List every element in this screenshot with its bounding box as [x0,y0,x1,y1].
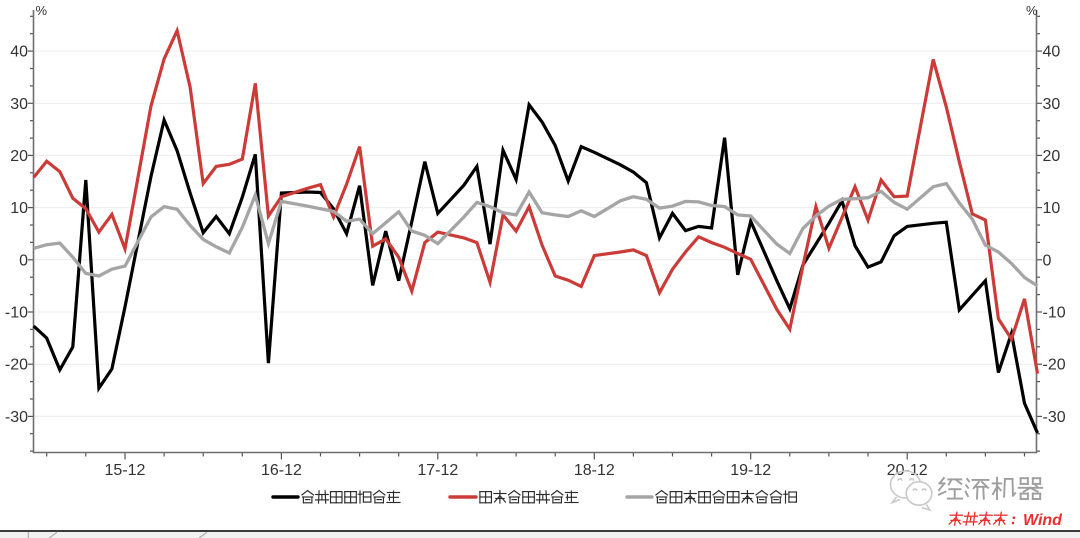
svg-text:20: 20 [10,148,28,165]
svg-text:10: 10 [1043,200,1061,217]
svg-text:30: 30 [1043,96,1061,113]
svg-text:20: 20 [1043,148,1061,165]
svg-text:%: % [1026,3,1038,18]
svg-text:17-12: 17-12 [417,462,458,479]
svg-text:-10: -10 [1043,305,1066,322]
svg-text:-10: -10 [5,305,28,322]
svg-text:-20: -20 [1043,357,1066,374]
svg-text:10: 10 [10,200,28,217]
svg-text:-20: -20 [5,357,28,374]
svg-text:0: 0 [1043,252,1052,269]
svg-text:-30: -30 [5,409,28,426]
svg-text:16-12: 16-12 [261,462,302,479]
svg-text:-30: -30 [1043,409,1066,426]
svg-text:0: 0 [19,252,28,269]
svg-text:15-12: 15-12 [105,462,146,479]
svg-text:40: 40 [10,44,28,61]
svg-text:19-12: 19-12 [730,462,771,479]
svg-text:Wind: Wind [1023,512,1063,529]
svg-text:%: % [35,3,47,18]
svg-text:40: 40 [1043,44,1061,61]
svg-text:18-12: 18-12 [574,462,615,479]
svg-text:30: 30 [10,96,28,113]
